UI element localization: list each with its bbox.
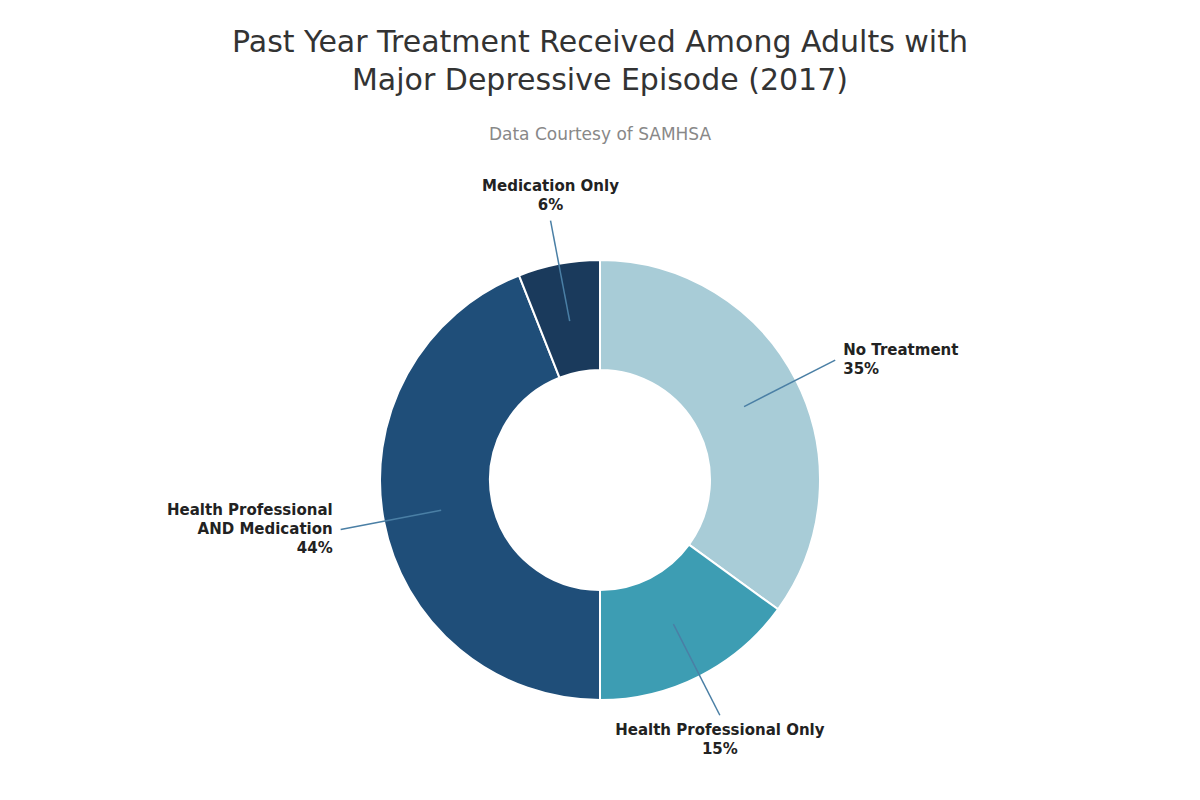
value-label: 6%	[538, 196, 563, 214]
category-label: Health Professional Only	[615, 721, 824, 739]
value-label: 44%	[297, 539, 333, 557]
leader-line	[744, 360, 835, 406]
chart: Past Year Treatment Received Among Adult…	[0, 0, 1200, 800]
leader-line	[551, 221, 570, 321]
category-label: Health ProfessionalAND Medication	[167, 501, 333, 538]
category-label: Medication Only	[482, 177, 619, 195]
labels: No Treatment35% Health Professional Only1…	[167, 177, 958, 759]
value-label: 35%	[843, 360, 879, 378]
category-label: No Treatment	[843, 341, 958, 359]
leader-line	[341, 510, 441, 529]
slice	[600, 260, 820, 609]
subtitle: Data Courtesy of SAMHSA	[489, 124, 712, 144]
value-label: 15%	[702, 740, 738, 758]
leader-line	[673, 624, 719, 715]
slices	[380, 260, 820, 700]
title: Past Year Treatment Received Among Adult…	[232, 24, 968, 97]
slice	[519, 260, 600, 378]
slice	[600, 545, 778, 700]
